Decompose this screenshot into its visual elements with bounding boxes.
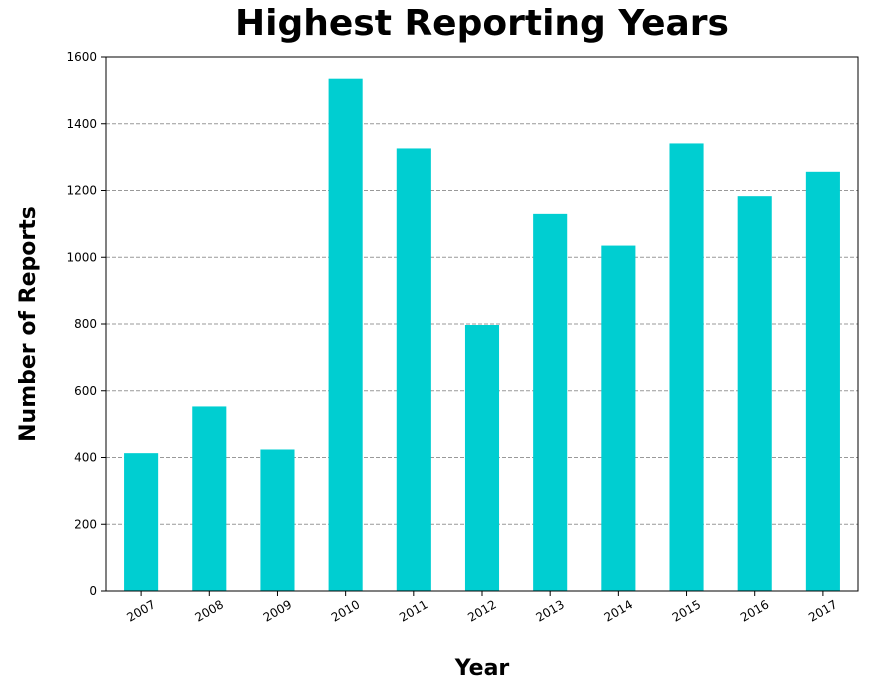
y-tick-label: 600 [74,384,97,398]
bar-2009 [260,449,295,591]
bar-2012 [464,325,500,591]
y-tick-label: 200 [74,517,97,531]
y-axis-ticks: 0 200 400 600 800 1000 1200 1400 1600 [66,50,106,598]
y-tick-label: 1400 [66,117,97,131]
x-tick-label: 2007 [124,597,157,624]
bar-2011 [396,148,431,591]
x-tick-label: 2011 [397,597,430,624]
bar-2017 [805,171,840,591]
y-tick-label: 400 [74,451,97,465]
x-tick-label: 2016 [738,597,771,624]
bar-2013 [533,213,568,592]
bar-2014 [601,245,636,591]
bar-2016 [737,196,772,591]
x-tick-label: 2008 [193,597,226,624]
chart-title: Highest Reporting Years [235,3,729,44]
bar-2015 [669,143,704,591]
bar-2007 [124,453,159,591]
y-tick-label: 800 [74,317,97,331]
x-tick-label: 2009 [261,597,294,624]
x-tick-label: 2017 [806,597,839,624]
bar-2010 [328,78,363,592]
y-tick-label: 1000 [66,250,97,264]
bars [124,78,840,592]
y-axis-title: Number of Reports [16,206,41,442]
x-axis-title: Year [454,656,510,681]
x-tick-label: 2012 [465,597,498,624]
x-tick-label: 2010 [329,597,362,624]
bar-2008 [192,406,227,591]
gridlines [106,123,858,525]
x-axis-ticks: 2007 2008 2009 2010 2011 2012 2013 2014 2015 2016… [124,591,840,625]
x-tick-label: 2015 [670,597,703,624]
y-tick-label: 0 [89,584,97,598]
y-tick-label: 1600 [66,50,97,64]
x-tick-label: 2014 [602,597,635,624]
x-tick-label: 2013 [533,597,566,624]
y-tick-label: 1200 [66,184,97,198]
